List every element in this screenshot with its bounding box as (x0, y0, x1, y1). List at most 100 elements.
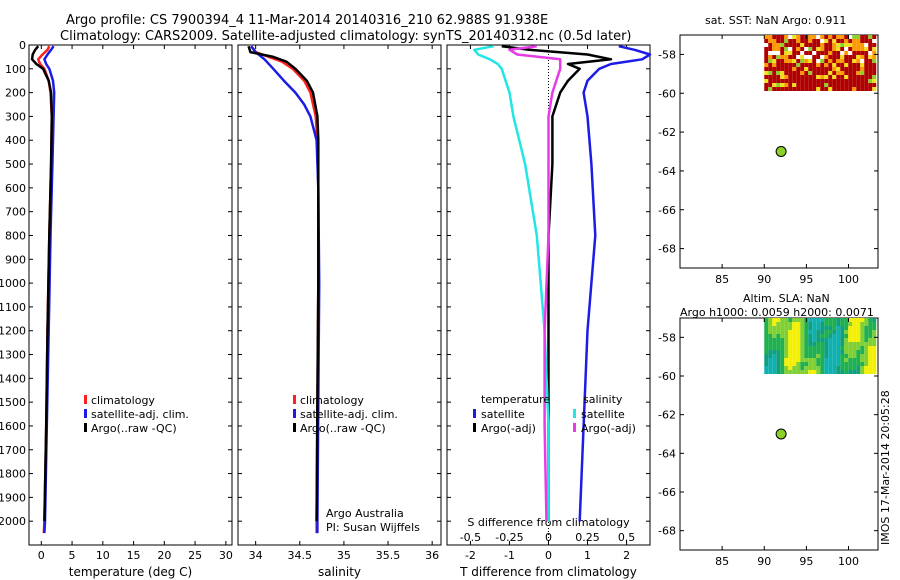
field-cell (840, 47, 845, 51)
field-cell (828, 338, 833, 342)
field-cell (796, 35, 801, 39)
field-cell (828, 83, 833, 87)
field-cell (768, 59, 773, 63)
field-cell (872, 67, 877, 71)
field-cell (776, 43, 781, 47)
field-cell (808, 39, 813, 43)
field-cell (824, 55, 829, 59)
field-cell (780, 79, 785, 83)
field-cell (864, 366, 869, 370)
field-cell (792, 35, 797, 39)
field-cell (816, 362, 821, 366)
field-cell (864, 83, 869, 87)
field-cell (832, 63, 837, 67)
field-cell (864, 47, 869, 51)
field-cell (864, 370, 869, 374)
y-tick-label: 1300 (0, 349, 26, 362)
field-cell (800, 358, 805, 362)
field-cell (848, 370, 853, 374)
field-cell (848, 87, 853, 91)
field-cell (860, 79, 865, 83)
field-cell (844, 47, 849, 51)
field-cell (764, 39, 769, 43)
field-cell (836, 334, 841, 338)
field-cell (844, 358, 849, 362)
field-cell (820, 338, 825, 342)
field-cell (788, 75, 793, 79)
field-cell (812, 71, 817, 75)
field-cell (820, 79, 825, 83)
field-cell (828, 370, 833, 374)
field-cell (872, 358, 877, 362)
field-cell (792, 83, 797, 87)
field-cell (872, 362, 877, 366)
field-cell (776, 342, 781, 346)
field-cell (812, 370, 817, 374)
field-cell (864, 346, 869, 350)
x-tick-label: 2 (623, 549, 630, 562)
field-cell (800, 39, 805, 43)
field-cell (792, 55, 797, 59)
field-cell (824, 71, 829, 75)
field-cell (780, 362, 785, 366)
field-cell (872, 35, 877, 39)
field-cell (780, 75, 785, 79)
legend-swatch (473, 409, 476, 418)
field-cell (768, 326, 773, 330)
field-cell (844, 39, 849, 43)
x-axis-label: T difference from climatology (459, 565, 637, 579)
field-cell (764, 362, 769, 366)
field-cell (784, 43, 789, 47)
field-cell (768, 55, 773, 59)
field-cell (860, 338, 865, 342)
x-tick-label: 34 (249, 549, 263, 562)
field-cell (764, 342, 769, 346)
field-cell (832, 318, 837, 322)
field-cell (820, 75, 825, 79)
field-cell (868, 79, 873, 83)
field-cell (772, 354, 777, 358)
field-cell (816, 83, 821, 87)
field-cell (864, 334, 869, 338)
series-line-argo-raw-qc- (30, 45, 54, 522)
field-cell (828, 47, 833, 51)
field-cell (788, 330, 793, 334)
field-cell (800, 87, 805, 91)
field-cell (816, 71, 821, 75)
y-tick-label: 1700 (0, 444, 26, 457)
field-cell (848, 338, 853, 342)
field-cell (776, 47, 781, 51)
argo-position-marker (775, 146, 787, 157)
field-cell (768, 322, 773, 326)
field-cell (856, 51, 861, 55)
field-cell (808, 346, 813, 350)
field-cell (860, 63, 865, 67)
field-cell (840, 338, 845, 342)
field-cell (844, 51, 849, 55)
field-cell (868, 71, 873, 75)
field-cell (788, 358, 793, 362)
y-tick-label: 700 (5, 206, 26, 219)
y-tick-label: -58 (658, 48, 676, 61)
field-cell (808, 370, 813, 374)
field-cell (768, 330, 773, 334)
field-cell (824, 39, 829, 43)
y-tick-label: 1000 (0, 277, 26, 290)
field-cell (808, 334, 813, 338)
field-cell (828, 43, 833, 47)
field-cell (816, 63, 821, 67)
top-axis-label: S difference from climatology (467, 516, 630, 529)
field-cell (832, 346, 837, 350)
field-cell (820, 322, 825, 326)
field-cell (804, 63, 809, 67)
field-cell (796, 39, 801, 43)
field-cell (788, 338, 793, 342)
field-cell (764, 326, 769, 330)
field-cell (864, 51, 869, 55)
field-cell (836, 47, 841, 51)
annotation-text: Argo Australia (326, 507, 404, 520)
field-cell (780, 51, 785, 55)
field-cell (768, 87, 773, 91)
field-cell (844, 83, 849, 87)
field-cell (848, 322, 853, 326)
